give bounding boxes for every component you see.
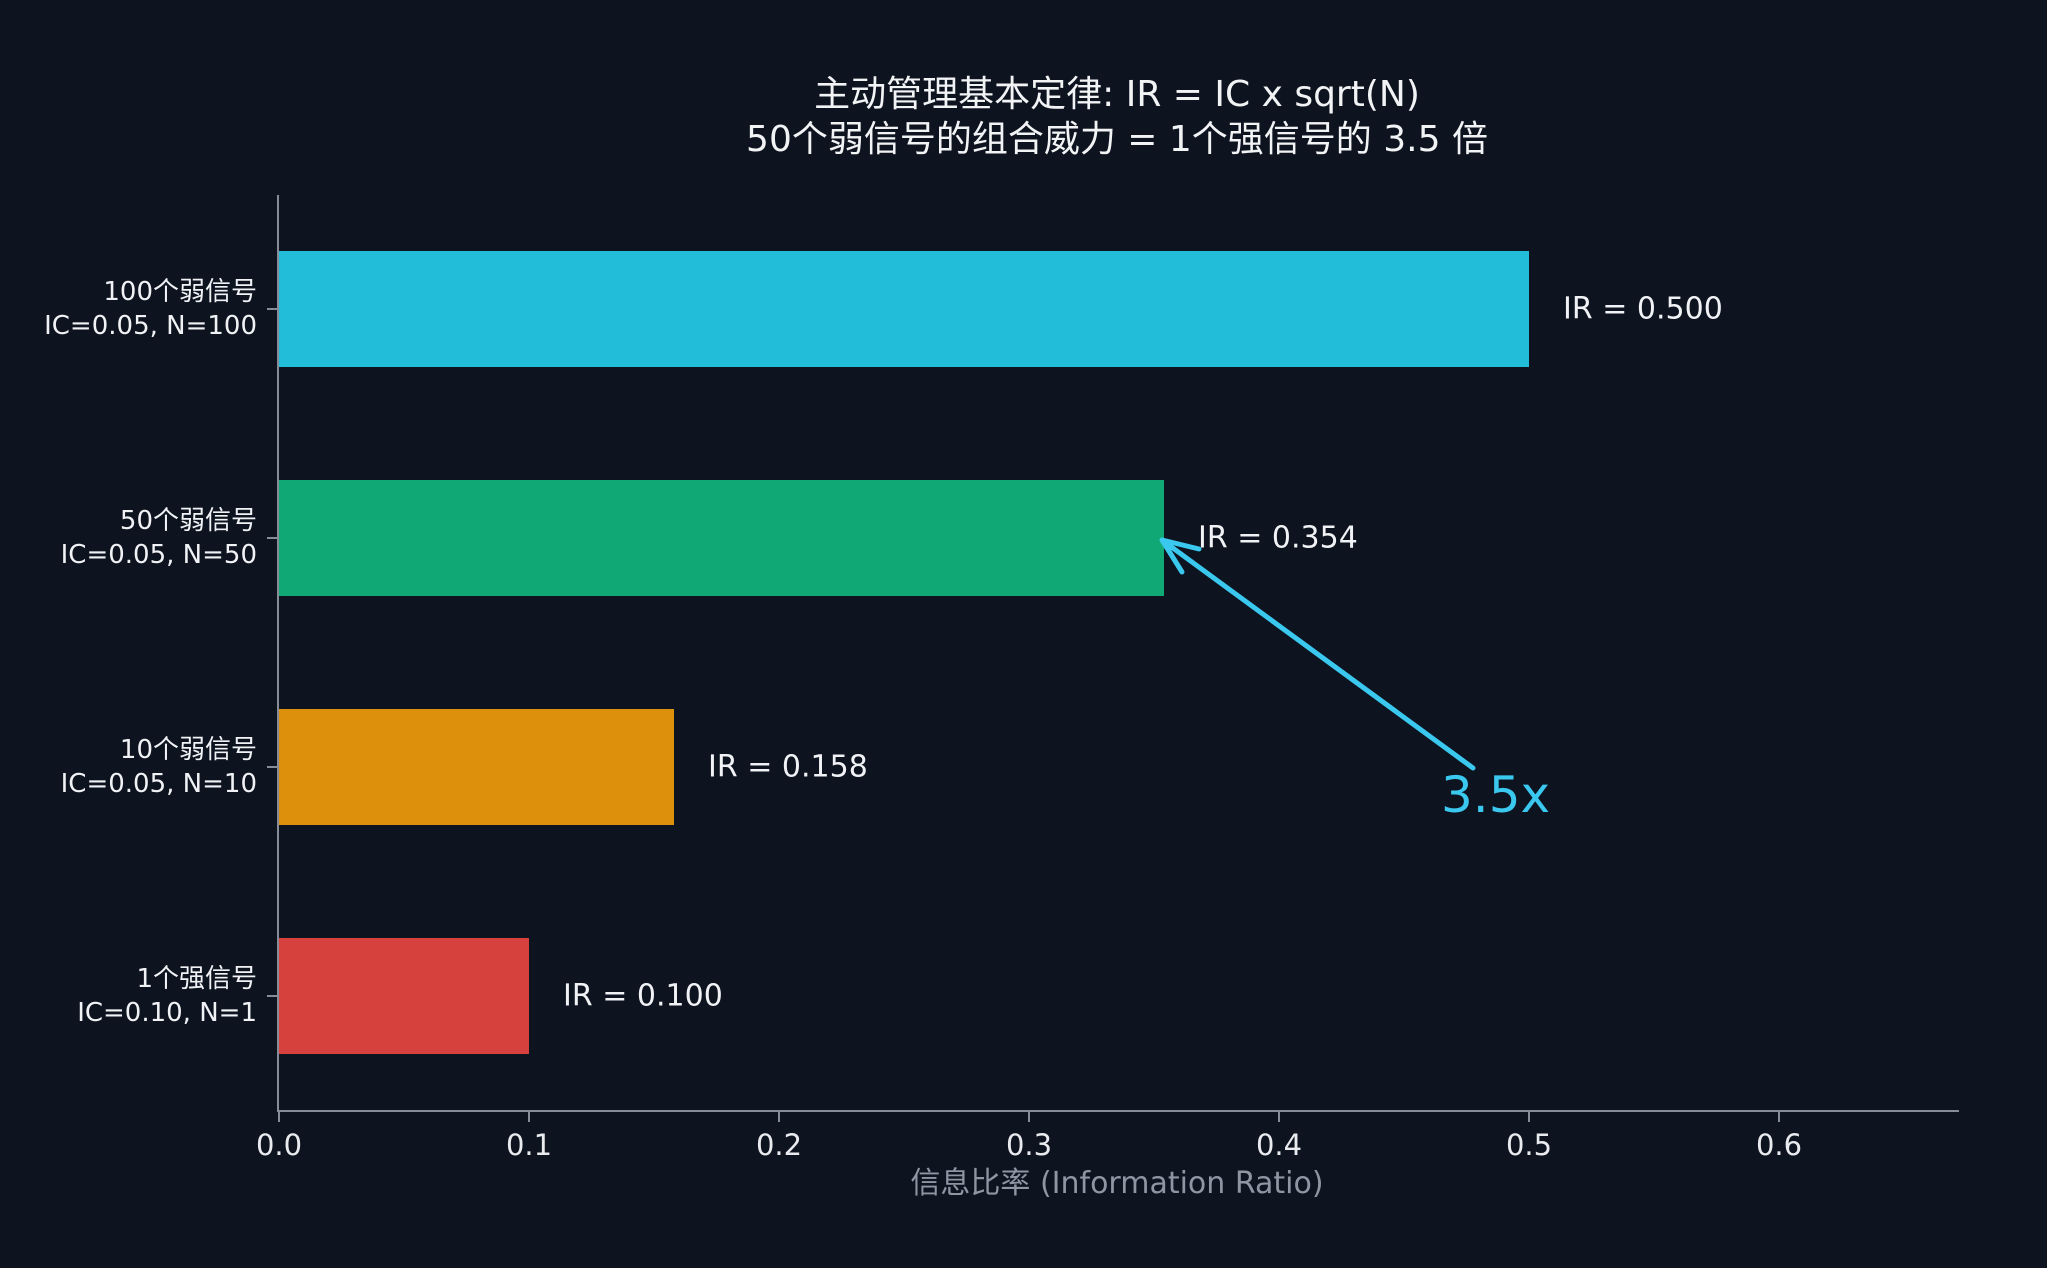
y-tick [267,537,277,540]
bar-2 [279,480,1164,597]
x-tick [1278,1112,1280,1122]
chart-title-line2: 50个弱信号的组合威力 = 1个强信号的 3.5 倍 [746,119,1488,160]
chart-title: 主动管理基本定律: IR = IC x sqrt(N) 50个弱信号的组合威力 … [277,72,1957,162]
x-tick-label: 0.4 [1255,1128,1303,1162]
y-tick [267,994,277,997]
x-tick [528,1112,530,1122]
y-category-label: 1个强信号 IC=0.10, N=1 [77,962,257,1030]
bar-value-label: IR = 0.500 [1563,291,1723,327]
x-tick [778,1112,780,1122]
plot-area: IR = 0.500 100个弱信号 IC=0.05, N=100 IR = 0.35… [44,195,1959,1162]
y-tick [267,765,277,768]
x-tick-label: 0.0 [255,1128,303,1162]
x-tick [1528,1112,1530,1122]
y-category-label-line2: IC=0.05, N=100 [44,311,257,342]
y-category-label-line1: 50个弱信号 [119,506,257,537]
y-category-label-line1: 1个强信号 [136,963,257,994]
x-tick-label: 0.6 [1755,1128,1803,1162]
bar-value-label: IR = 0.100 [563,978,723,1014]
bar-value-label: IR = 0.158 [708,749,868,785]
x-tick-label: 0.1 [505,1128,553,1162]
bar-3 [279,708,674,825]
chart-title-line1: 主动管理基本定律: IR = IC x sqrt(N) [814,74,1420,115]
y-category-label: 50个弱信号 IC=0.05, N=50 [61,504,257,572]
x-tick [1028,1112,1030,1122]
y-category-label-line2: IC=0.05, N=10 [60,768,257,799]
y-category-label-line2: IC=0.05, N=50 [60,540,257,571]
x-axis-label: 信息比率 (Information Ratio) [910,1166,1324,1201]
x-tick [1778,1112,1780,1122]
y-category-label: 10个弱信号 IC=0.05, N=10 [61,733,257,801]
bar-value-label: IR = 0.354 [1198,520,1358,556]
x-tick-label: 0.5 [1505,1128,1553,1162]
bar-4 [279,937,529,1054]
x-tick-label: 0.2 [755,1128,803,1162]
y-category-label-line1: 10个弱信号 [119,734,257,765]
y-category-label: 100个弱信号 IC=0.05, N=100 [44,275,257,343]
x-tick [278,1112,280,1122]
y-category-label-line2: IC=0.10, N=1 [77,997,257,1028]
bar-1 [279,251,1529,368]
y-category-label-line1: 100个弱信号 [103,277,257,308]
annotation-multiplier-label: 3.5x [1441,766,1551,824]
y-tick [267,308,277,311]
x-tick-label: 0.3 [1005,1128,1053,1162]
